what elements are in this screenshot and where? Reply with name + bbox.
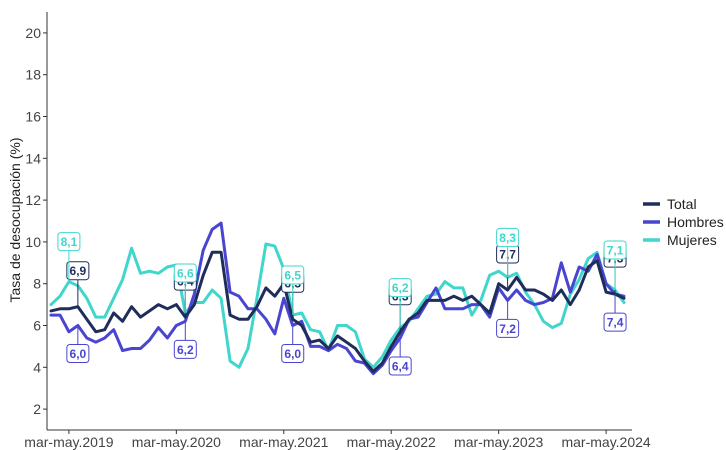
data-label-text: 7,4: [607, 316, 624, 330]
x-tick-label: mar-may.2024: [561, 434, 650, 450]
data-label-mujeres: 8,1: [57, 232, 81, 282]
data-label-box: [388, 278, 412, 298]
y-axis: 2 4 6 8 10 12 14 16 18 20: [25, 12, 48, 430]
legend: Total Hombres Mujeres: [643, 196, 724, 248]
data-label-hombres: 7,2: [496, 300, 520, 338]
data-label-box: [66, 261, 90, 281]
x-tick-label: mar-may.2021: [239, 434, 328, 450]
data-label-box: [281, 344, 305, 363]
y-axis-label: Tasa de desocupación (%): [7, 138, 23, 303]
x-tick-label: mar-may.2023: [454, 434, 543, 450]
data-label-box: [57, 232, 81, 252]
x-tick-label: mar-may.2022: [347, 434, 436, 450]
y-tick-label: 18: [25, 67, 41, 83]
data-label-box: [603, 240, 627, 260]
data-label-mujeres: 6,2: [388, 278, 412, 328]
series-layer: [49, 221, 626, 376]
x-tick-label: mar-may.2020: [132, 434, 221, 450]
y-tick-label: 12: [25, 192, 41, 208]
y-tick-label: 16: [25, 109, 41, 125]
series-line-mujeres: [49, 242, 626, 369]
series-line-hombres: [49, 221, 626, 376]
series-line-total: [49, 250, 626, 373]
data-label-text: 7,2: [499, 322, 516, 336]
data-label-hombres: 6,2: [173, 321, 197, 359]
data-label-box: [173, 339, 197, 359]
data-label-box: [496, 227, 520, 247]
x-axis: mar-may.2019 mar-may.2020 mar-may.2021 mar-…: [24, 429, 651, 450]
data-label-box: [496, 318, 520, 338]
data-label-text: 6,5: [284, 269, 301, 283]
data-label-mujeres: 8,3: [496, 227, 520, 278]
data-label-hombres: 7,4: [603, 294, 627, 332]
y-tick-label: 8: [33, 276, 41, 292]
data-label-box: [173, 263, 197, 283]
data-label-text: 6,9: [70, 264, 87, 278]
y-tick-label: 20: [25, 25, 41, 41]
data-label-text: 6,0: [70, 347, 87, 361]
y-tick-label: 6: [33, 318, 41, 334]
data-label-hombres: 6,0: [66, 325, 90, 363]
data-label-text: 7,1: [607, 243, 624, 257]
x-tick-label: mar-may.2019: [24, 434, 113, 450]
data-label-box: [66, 344, 90, 363]
data-label-text: 8,3: [499, 231, 516, 245]
legend-label: Mujeres: [667, 232, 717, 248]
data-label-box: [388, 356, 412, 376]
y-tick-label: 2: [33, 401, 41, 417]
data-label-mujeres: 6,6: [173, 263, 197, 313]
legend-item-mujeres: Mujeres: [643, 232, 717, 248]
data-label-hombres: 6,0: [281, 325, 305, 363]
y-tick-label: 10: [25, 234, 41, 250]
data-label-text: 6,2: [392, 281, 409, 295]
y-tick-label: 4: [33, 359, 41, 375]
data-label-mujeres: 6,5: [281, 265, 305, 316]
legend-label: Total: [667, 196, 697, 212]
data-label-total: 6,9: [66, 261, 90, 307]
data-label-text: 6,6: [177, 266, 194, 280]
data-label-mujeres: 7,1: [603, 240, 627, 290]
data-label-text: 6,2: [177, 343, 194, 357]
y-tick-label: 14: [25, 150, 41, 166]
data-label-text: 6,0: [284, 347, 301, 361]
legend-label: Hombres: [667, 214, 724, 230]
data-label-box: [281, 265, 305, 285]
legend-item-hombres: Hombres: [643, 214, 724, 230]
data-labels: 6,96,46,36,37,77,36,06,26,06,47,27,48,16…: [57, 227, 627, 376]
data-label-hombres: 6,4: [388, 338, 412, 376]
legend-item-total: Total: [643, 196, 697, 212]
data-label-text: 8,1: [61, 235, 78, 249]
data-label-text: 6,4: [392, 360, 409, 374]
data-label-box: [603, 312, 627, 332]
